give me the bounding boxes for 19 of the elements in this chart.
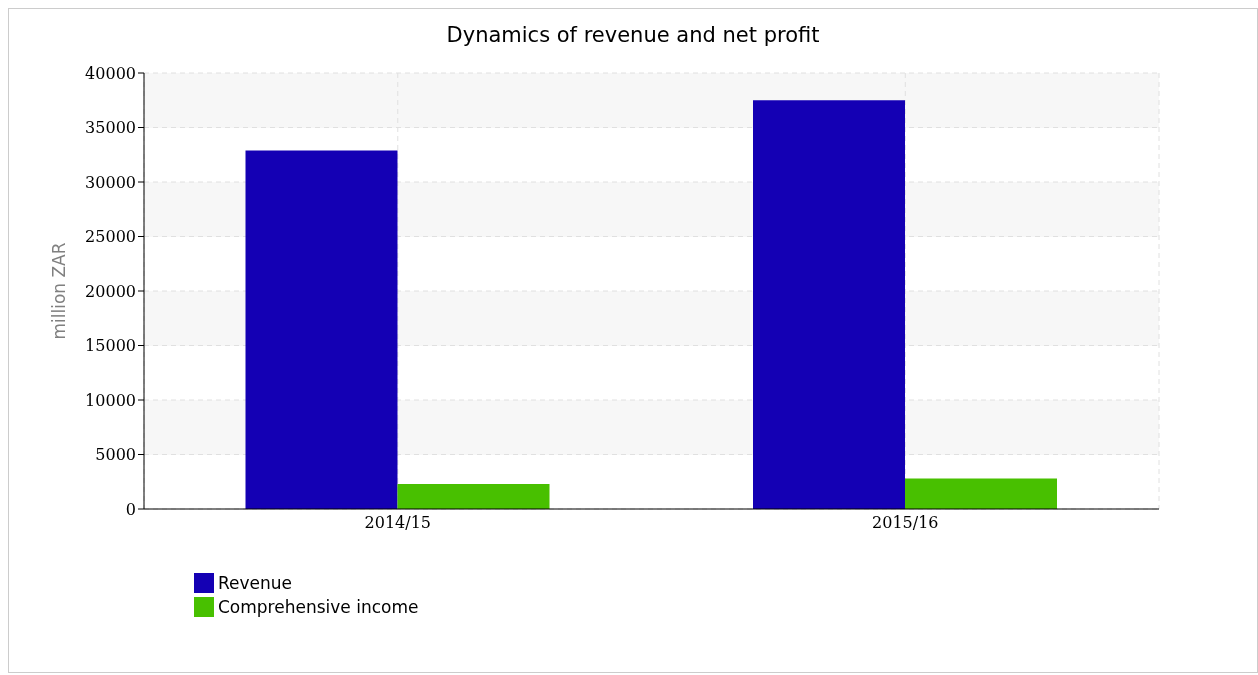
- legend-label: Comprehensive income: [218, 597, 419, 617]
- bar: [905, 478, 1057, 509]
- x-tick-label: 2015/16: [872, 513, 939, 533]
- legend-label: Revenue: [218, 573, 293, 593]
- y-axis-title: million ZAR: [49, 242, 70, 340]
- bar: [397, 483, 550, 509]
- chart-title: Dynamics of revenue and net profit: [445, 23, 821, 47]
- y-tick-label: 0: [125, 499, 136, 519]
- bar: [753, 100, 905, 509]
- y-tick-label: 35000: [85, 118, 136, 138]
- y-tick-label: 20000: [85, 281, 136, 301]
- y-tick-label: 5000: [95, 445, 136, 465]
- y-tick-label: 15000: [85, 336, 136, 356]
- y-tick-label: 30000: [85, 172, 136, 192]
- y-tick-label: 25000: [85, 227, 136, 247]
- bar: [245, 150, 398, 509]
- y-tick-label: 40000: [85, 63, 136, 83]
- x-tick-label: 2014/15: [364, 513, 431, 533]
- y-tick-label: 10000: [85, 390, 136, 410]
